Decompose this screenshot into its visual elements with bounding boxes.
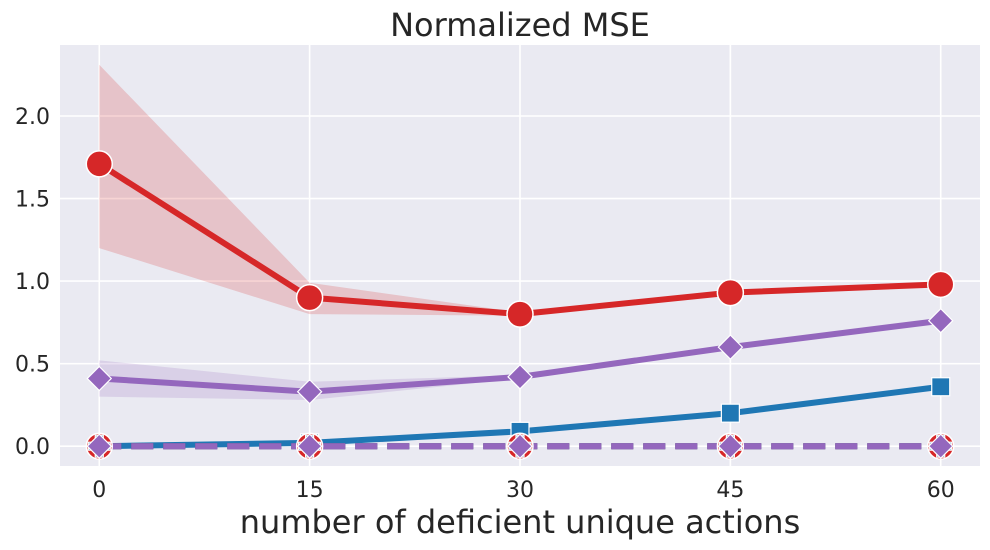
diamond-marker bbox=[296, 433, 323, 460]
x-axis-label: number of deficient unique actions bbox=[240, 503, 800, 541]
x-tick-label: 30 bbox=[506, 478, 534, 503]
diamond-marker bbox=[927, 307, 954, 334]
circle-marker bbox=[295, 283, 324, 312]
y-tick-label: 1.0 bbox=[15, 270, 50, 295]
diamond-marker bbox=[86, 365, 113, 392]
x-tick-labels: 0 15 30 45 60 bbox=[92, 478, 954, 503]
circle-marker bbox=[926, 270, 955, 299]
diamond-marker bbox=[296, 378, 323, 405]
y-tick-label: 0.5 bbox=[15, 353, 50, 378]
circle-marker bbox=[716, 278, 745, 307]
square-marker bbox=[720, 403, 740, 423]
x-tick-label: 15 bbox=[296, 478, 324, 503]
diamond-marker bbox=[927, 433, 954, 460]
diamond-marker bbox=[86, 433, 113, 460]
diamond-marker bbox=[717, 433, 744, 460]
diamond-marker bbox=[507, 433, 533, 460]
x-tick-label: 60 bbox=[927, 478, 955, 503]
confidence-band bbox=[99, 319, 941, 400]
circle-marker bbox=[85, 150, 114, 178]
y-tick-label: 0.0 bbox=[15, 435, 50, 460]
diamond-marker bbox=[717, 334, 744, 360]
diamond-marker bbox=[507, 363, 533, 390]
y-tick-label: 1.5 bbox=[15, 188, 50, 213]
circle-marker bbox=[506, 300, 534, 328]
series-markers bbox=[85, 150, 955, 460]
confidence-bands bbox=[99, 64, 941, 400]
x-tick-label: 45 bbox=[716, 478, 744, 503]
y-tick-labels: 0.0 0.5 1.0 1.5 2.0 bbox=[15, 105, 50, 460]
y-tick-label: 2.0 bbox=[15, 105, 50, 130]
x-tick-label: 0 bbox=[92, 478, 106, 503]
square-marker bbox=[931, 377, 951, 397]
chart-title: Normalized MSE bbox=[390, 6, 650, 44]
